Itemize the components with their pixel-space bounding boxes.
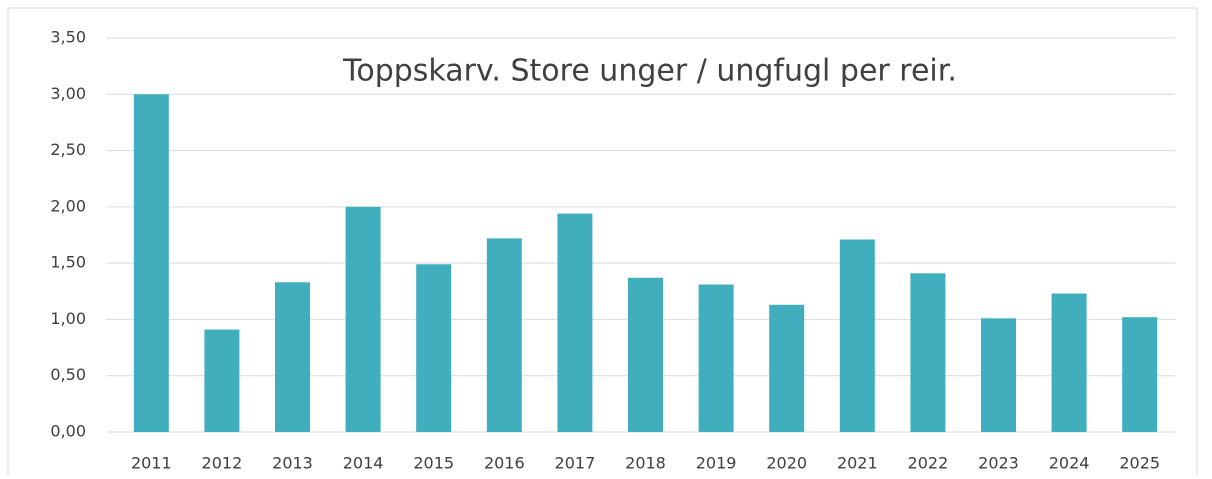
x-tick-label: 2013 bbox=[272, 454, 313, 473]
bar bbox=[416, 264, 452, 432]
x-tick-label: 2017 bbox=[555, 454, 596, 473]
x-tick-label: 2021 bbox=[837, 454, 878, 473]
x-tick-label: 2020 bbox=[766, 454, 807, 473]
y-tick-label: 3,50 bbox=[50, 28, 86, 47]
x-tick-label: 2015 bbox=[413, 454, 454, 473]
x-tick-label: 2014 bbox=[343, 454, 384, 473]
bar bbox=[557, 213, 593, 432]
y-tick-label: 2,00 bbox=[50, 196, 86, 215]
x-tick-label: 2022 bbox=[908, 454, 949, 473]
bar bbox=[981, 318, 1016, 432]
bar bbox=[628, 277, 663, 432]
x-tick-label: 2023 bbox=[978, 454, 1019, 473]
chart-title: Toppskarv. Store unger / ungfugl per rei… bbox=[342, 54, 957, 89]
bar bbox=[1051, 293, 1087, 432]
x-tick-label: 2011 bbox=[131, 454, 172, 473]
bar bbox=[275, 282, 310, 432]
y-tick-label: 3,00 bbox=[50, 84, 86, 103]
y-tick-label: 2,50 bbox=[50, 140, 86, 159]
bar bbox=[1122, 317, 1158, 432]
bar bbox=[769, 304, 805, 432]
bar bbox=[910, 273, 946, 432]
bar bbox=[839, 239, 875, 432]
bar bbox=[345, 206, 381, 432]
x-tick-label: 2024 bbox=[1049, 454, 1090, 473]
x-tick-label: 2018 bbox=[625, 454, 666, 473]
y-tick-label: 1,50 bbox=[50, 253, 86, 272]
x-tick-label: 2012 bbox=[202, 454, 243, 473]
bar bbox=[133, 94, 169, 433]
bar bbox=[204, 329, 240, 432]
y-tick-label: 0,00 bbox=[50, 422, 86, 441]
y-tick-label: 1,00 bbox=[50, 309, 86, 328]
bar bbox=[486, 238, 522, 432]
x-tick-label: 2025 bbox=[1119, 454, 1160, 473]
x-tick-label: 2016 bbox=[484, 454, 525, 473]
bar bbox=[698, 284, 734, 432]
y-tick-label: 0,50 bbox=[50, 365, 86, 384]
x-tick-label: 2019 bbox=[696, 454, 737, 473]
